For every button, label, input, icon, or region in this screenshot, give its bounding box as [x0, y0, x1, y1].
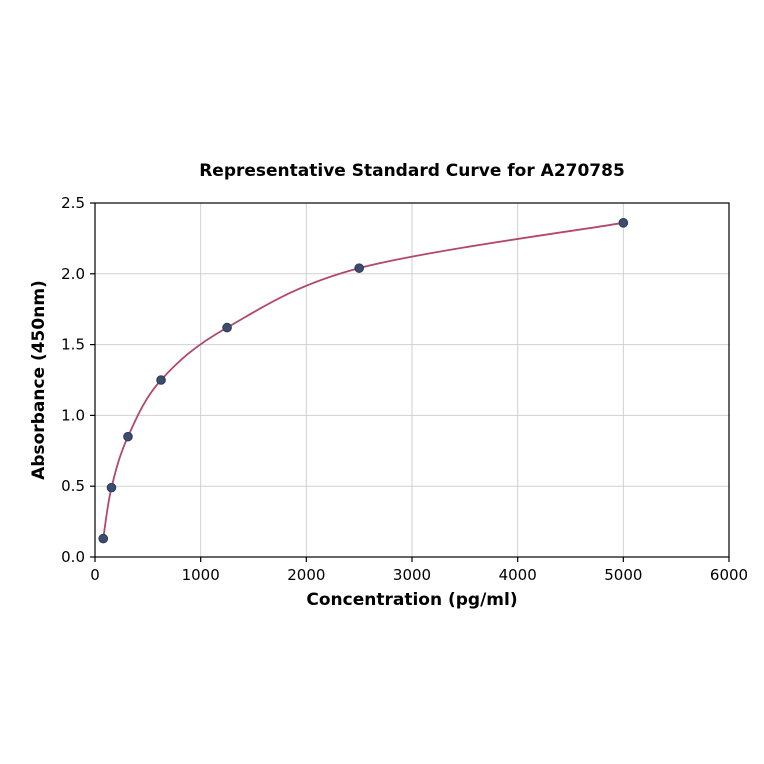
- svg-text:0: 0: [90, 566, 100, 584]
- chart-title: Representative Standard Curve for A27078…: [199, 161, 625, 181]
- fit-curve: [102, 221, 624, 539]
- svg-text:6000: 6000: [710, 566, 748, 584]
- svg-text:3000: 3000: [393, 566, 431, 584]
- svg-text:1.5: 1.5: [61, 336, 85, 354]
- svg-text:0.0: 0.0: [61, 548, 85, 566]
- data-point-marker: [156, 375, 166, 385]
- data-point-marker: [106, 482, 117, 493]
- x-axis-label: Concentration (pg/ml): [306, 590, 518, 610]
- svg-text:2.5: 2.5: [61, 194, 85, 212]
- svg-text:0.5: 0.5: [61, 477, 85, 495]
- svg-text:4000: 4000: [499, 566, 537, 584]
- data-point-marker: [123, 431, 133, 442]
- y-axis-label: Absorbance (450nm): [29, 280, 49, 480]
- data-point-marker: [618, 218, 629, 228]
- svg-text:2000: 2000: [287, 566, 325, 584]
- svg-text:2.0: 2.0: [61, 265, 85, 283]
- svg-text:5000: 5000: [604, 566, 642, 584]
- svg-text:1000: 1000: [182, 566, 220, 584]
- data-point-marker: [98, 533, 109, 544]
- svg-text:1.0: 1.0: [61, 406, 85, 424]
- data-point-marker: [222, 322, 232, 333]
- data-point-marker: [354, 263, 364, 273]
